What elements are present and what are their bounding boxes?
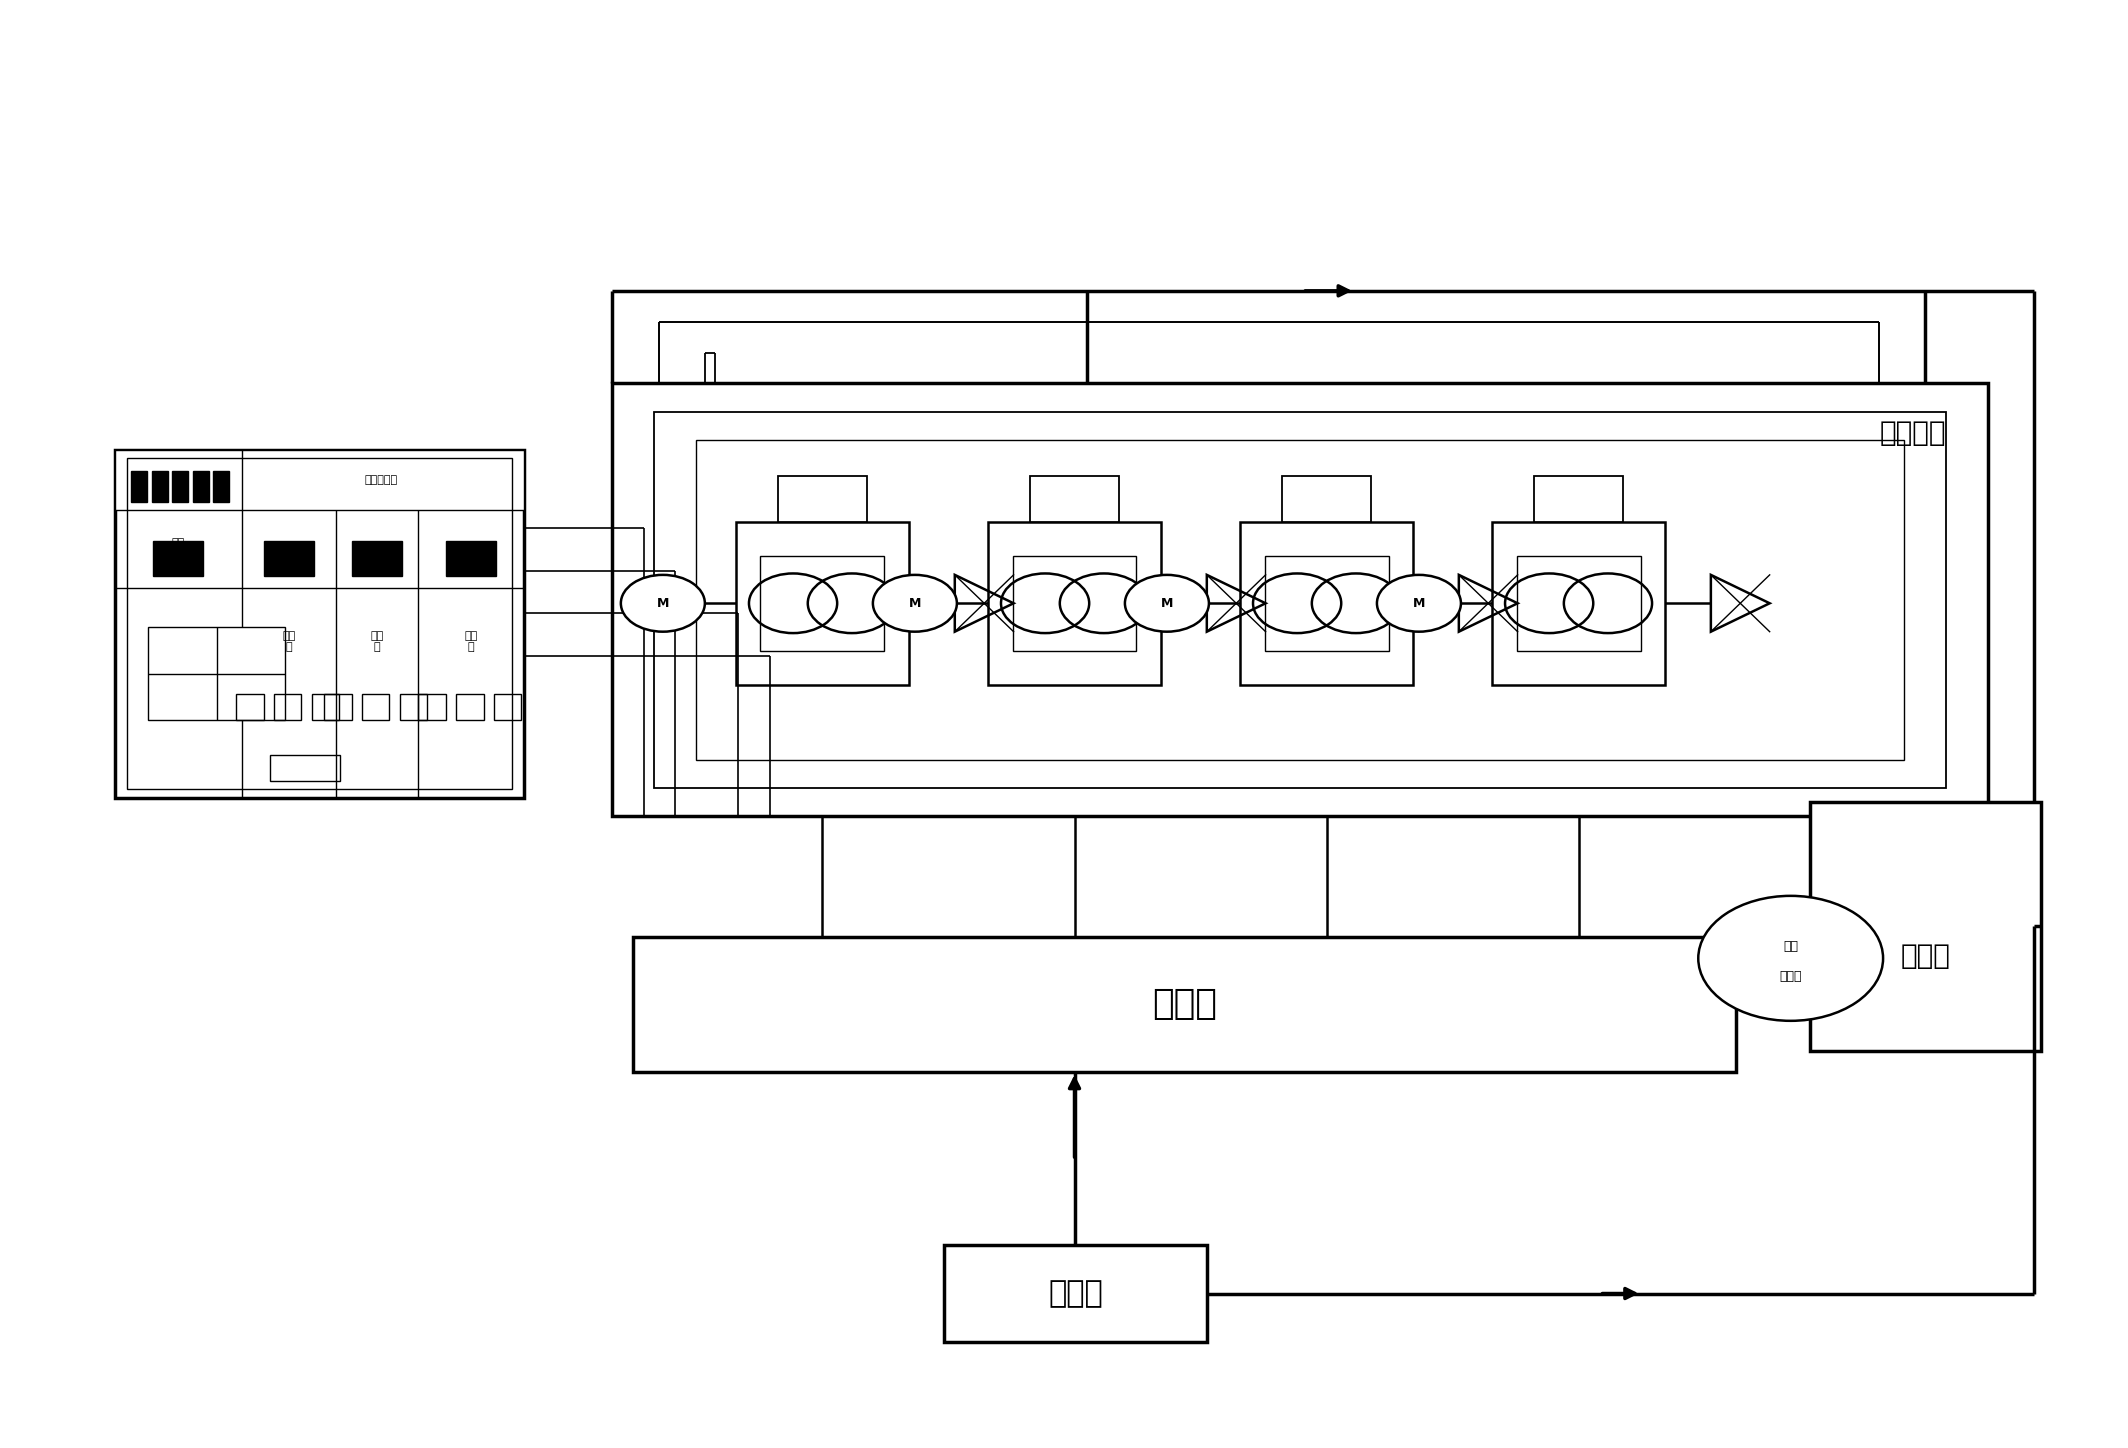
Bar (351, 540, 402, 576)
Bar (115, 450, 523, 798)
Bar (128, 459, 511, 789)
Bar (1517, 556, 1641, 650)
Bar (634, 937, 1736, 1072)
Text: 变频控制柜: 变频控制柜 (364, 475, 398, 485)
Text: 传感器: 传感器 (1779, 970, 1802, 983)
Bar (115, 450, 523, 510)
Bar (987, 521, 1160, 685)
Text: 柴油机: 柴油机 (1049, 1279, 1102, 1308)
Bar (494, 694, 521, 720)
Circle shape (1698, 896, 1883, 1021)
Bar (270, 756, 340, 780)
Bar (1809, 802, 2041, 1051)
Bar (1492, 521, 1664, 685)
Circle shape (1377, 575, 1462, 631)
Text: M: M (658, 597, 668, 610)
Bar (149, 627, 285, 720)
Bar (400, 694, 428, 720)
Bar (760, 556, 885, 650)
Text: M: M (1413, 597, 1426, 610)
Bar (362, 694, 389, 720)
Bar (313, 694, 338, 720)
Bar (192, 471, 209, 502)
Text: 变频
器: 变频 器 (283, 631, 296, 653)
Text: 变频
控制: 变频 控制 (172, 539, 185, 560)
Bar (455, 694, 483, 720)
Bar (1264, 556, 1390, 650)
Text: 温度: 温度 (1783, 940, 1798, 953)
Bar (236, 694, 264, 720)
Bar (1241, 521, 1413, 685)
Bar (1534, 476, 1624, 521)
Bar (613, 384, 1988, 817)
Bar (655, 411, 1947, 788)
Circle shape (1126, 575, 1209, 631)
Bar (172, 471, 189, 502)
Bar (1013, 556, 1136, 650)
Bar (213, 471, 230, 502)
Text: M: M (909, 597, 921, 610)
Bar (275, 694, 302, 720)
Bar (132, 471, 147, 502)
Text: 变频
器: 变频 器 (464, 631, 477, 653)
Text: 变频
器: 变频 器 (370, 631, 383, 653)
Bar (1281, 476, 1370, 521)
Bar (777, 476, 868, 521)
Bar (264, 540, 315, 576)
Bar (945, 1245, 1207, 1342)
Bar (151, 471, 168, 502)
Bar (696, 440, 1905, 760)
Text: M: M (1160, 597, 1173, 610)
Text: 热水池: 热水池 (1153, 988, 1217, 1021)
Text: 冷却塔组: 冷却塔组 (1879, 418, 1947, 446)
Text: 冷水池: 冷水池 (1900, 943, 1949, 970)
Bar (736, 521, 909, 685)
Bar (419, 694, 445, 720)
Circle shape (621, 575, 704, 631)
Bar (445, 540, 496, 576)
Bar (153, 540, 204, 576)
Circle shape (872, 575, 958, 631)
Bar (1030, 476, 1119, 521)
Bar (323, 694, 351, 720)
